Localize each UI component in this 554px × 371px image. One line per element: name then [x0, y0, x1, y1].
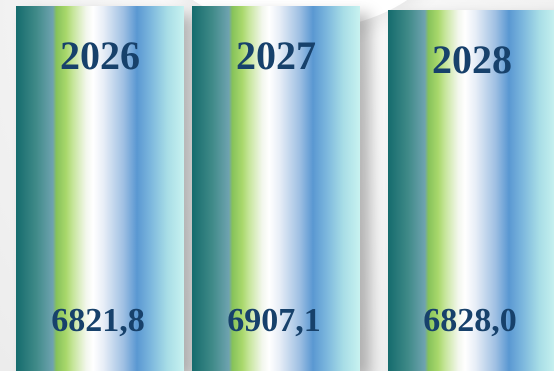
category-label: 2026 — [60, 33, 140, 78]
category-label: 2028 — [432, 37, 512, 82]
bar-2027 — [192, 6, 360, 371]
value-label: 6821,8 — [51, 302, 145, 339]
value-label: 6828,0 — [423, 302, 517, 339]
value-label: 6907,1 — [227, 302, 321, 339]
bar-2028 — [388, 10, 554, 371]
category-label: 2027 — [236, 33, 316, 78]
bar-2026 — [16, 6, 184, 371]
